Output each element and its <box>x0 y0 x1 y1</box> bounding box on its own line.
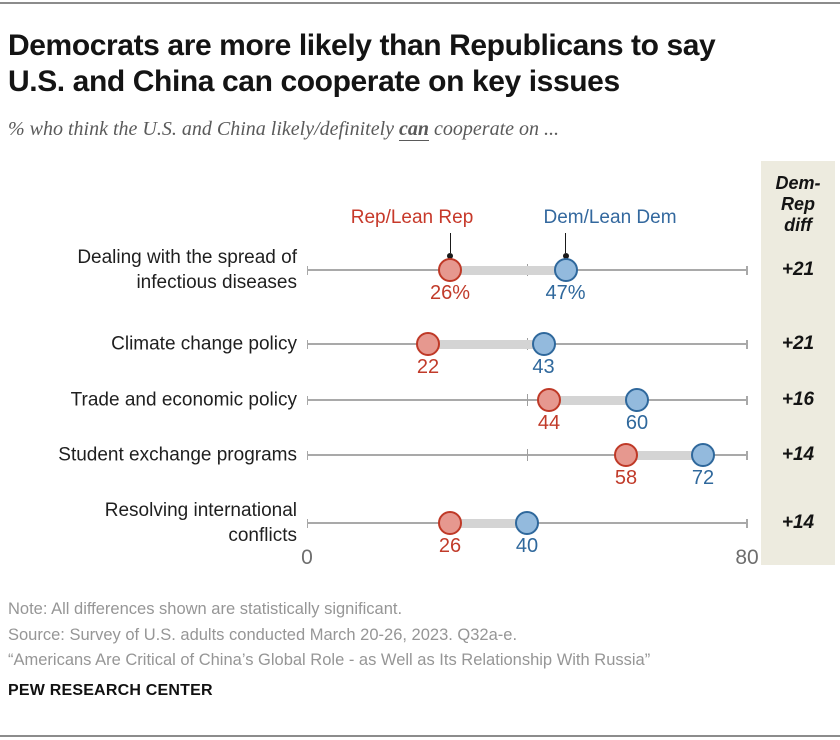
footer-notes: Note: All differences shown are statisti… <box>8 597 808 674</box>
footer-source: Source: Survey of U.S. adults conducted … <box>8 625 518 644</box>
dem-dot <box>691 443 715 467</box>
dem-value: 40 <box>515 535 539 557</box>
chart-title-line2: U.S. and China can cooperate on key issu… <box>8 65 620 98</box>
rep-value: 22 <box>416 356 440 378</box>
subtitle-prefix: % who think the U.S. and China likely/de… <box>8 118 400 140</box>
axis-right-cap <box>746 339 748 349</box>
bottom-rule <box>0 735 840 737</box>
legend-dem-label: Dem/Lean Dem <box>543 207 677 228</box>
rep-value: 44 <box>537 412 561 434</box>
dem-dot <box>553 258 578 282</box>
diff-value: +14 <box>781 512 815 533</box>
diff-value: +16 <box>781 389 815 410</box>
diff-value: +21 <box>781 259 815 280</box>
rep-dot <box>416 332 440 356</box>
dem-value: 60 <box>625 412 649 434</box>
diff-value: +14 <box>781 444 815 465</box>
x-axis-tick-0: 0 <box>301 546 313 569</box>
connector-bar <box>626 450 703 460</box>
axis-left-cap <box>306 518 308 528</box>
rep-dot <box>438 258 462 282</box>
diff-column-panel: Dem- Rep diff <box>761 161 835 565</box>
dem-value: 43 <box>532 356 555 378</box>
category-label: Climate change policy <box>111 333 297 355</box>
rep-dot <box>537 388 561 412</box>
diff-column-header: Dem- Rep diff <box>775 173 821 235</box>
rep-value: 58 <box>614 467 638 489</box>
subtitle-suffix: cooperate on ... <box>429 118 560 140</box>
dem-value: 72 <box>691 467 715 489</box>
axis-mid-tick <box>526 449 528 461</box>
pew-research-center-wordmark: PEW RESEARCH CENTER <box>8 682 213 699</box>
footer-note: Note: All differences shown are statisti… <box>8 600 403 618</box>
axis-left-cap <box>306 450 308 460</box>
subtitle-emphasis: can <box>399 118 430 141</box>
footer-report-title: “Americans Are Critical of China’s Globa… <box>8 651 651 669</box>
top-rule <box>0 2 840 4</box>
axis-right-cap <box>746 395 748 405</box>
axis-left-cap <box>306 339 308 349</box>
legend-dem-callout-line <box>565 233 566 253</box>
rep-value: 26% <box>429 282 471 304</box>
legend-rep-callout-line <box>449 233 451 253</box>
rep-value: 26 <box>438 535 462 557</box>
chart-subtitle: % who think the U.S. and China likely/de… <box>8 118 748 141</box>
connector-bar <box>450 518 527 528</box>
legend-rep-callout-dot <box>447 253 453 259</box>
chart-title: Democrats are more likely than Republica… <box>8 28 808 100</box>
dem-value: 47% <box>545 282 586 304</box>
axis-left-cap <box>306 265 308 275</box>
category-label: Student exchange programs <box>58 444 297 466</box>
diff-value: +21 <box>781 333 815 354</box>
connector-bar <box>549 395 637 405</box>
category-label: Resolving international conflicts <box>104 500 297 546</box>
dem-dot <box>515 511 539 535</box>
category-label: Dealing with the spread of infectious di… <box>77 247 297 293</box>
rep-dot <box>614 443 638 467</box>
connector-bar <box>450 265 566 275</box>
axis-right-cap <box>746 450 748 460</box>
rep-dot <box>438 511 462 535</box>
legend-dem-callout-dot <box>562 253 569 259</box>
axis-right-cap <box>746 518 748 528</box>
chart-title-line1: Democrats are more likely than Republica… <box>8 29 716 62</box>
connector-bar <box>428 339 544 349</box>
dem-dot <box>625 388 649 412</box>
x-axis-tick-80: 80 <box>735 546 759 569</box>
axis-left-cap <box>306 395 308 405</box>
axis-mid-tick <box>526 394 528 406</box>
dem-dot <box>531 332 556 356</box>
axis-right-cap <box>746 265 748 275</box>
category-label: Trade and economic policy <box>70 389 297 411</box>
legend-rep-label: Rep/Lean Rep <box>350 207 474 228</box>
